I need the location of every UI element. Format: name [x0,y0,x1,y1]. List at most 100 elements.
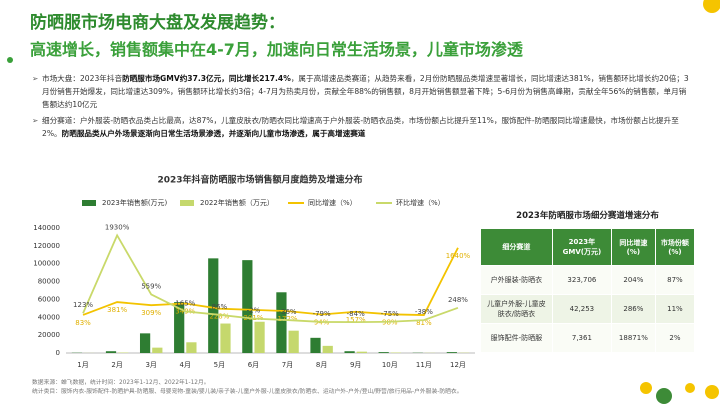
data-label: 172% [278,315,298,323]
x-tick-label: 4月 [180,361,191,369]
header-cell: 市场份额(%) [654,228,696,266]
cell: 2% [654,323,696,353]
bullet-text: 防晒服市场GMV约37.3亿元，同比增长217.4% [122,74,291,83]
dot [703,0,720,13]
y-tick-label: 80000 [38,278,60,286]
cell: 204% [610,265,656,295]
data-label: -79% [313,310,331,318]
chart-title: 2023年抖音防晒服市场销售额月度趋势及增速分布 [157,174,362,186]
footer-note: 数据来源：蝉飞数据，统计时间：2023年1-12月、2022年1-12月。 [32,380,210,386]
data-label: -36% [278,308,296,316]
cell: 323,706 [551,265,612,295]
table-title: 2023年防晒服市场细分赛道增速分布 [516,211,659,221]
bar [174,302,185,353]
cell: 18871% [610,323,656,353]
legend-label: 同比增速（%） [308,198,357,207]
y-tick-label: 140000 [33,224,60,232]
dot [685,383,695,393]
x-tick-label: 9月 [350,361,361,369]
y-tick-label: 60000 [38,295,60,303]
bullets: 市场大盘：2023年抖音防晒服市场GMV约37.3亿元，同比增长217.4%，属… [32,72,692,143]
data-label: 165% [175,299,195,307]
data-label: 228% [209,313,229,321]
header-cell: 2023年GMV(万元) [551,228,612,266]
bullet: 细分赛道：户外服装-防晒衣品类占比最高，达87%，儿童皮肤衣/防晒衣同比增速高于… [32,114,692,140]
x-tick-label: 1月 [77,361,88,369]
bar [186,342,197,353]
bar [310,337,321,353]
data-label: 309% [141,309,161,317]
y-tick-label: 20000 [38,331,60,339]
y-tick-label: 120000 [33,242,60,250]
line [82,247,459,316]
cell: 户外服装-防晒衣 [480,265,553,295]
cell: 服饰配件-防晒服 [480,323,553,353]
subtitle: 高速增长，销售额集中在4-7月，加速向日常生活场景，儿童市场渗透 [30,40,523,59]
dot [656,388,672,404]
bar [105,351,117,353]
bar [139,333,151,353]
data-label: 559% [141,282,161,290]
data-label: 157% [346,316,366,324]
data-label: 248% [448,296,468,304]
line [82,233,459,324]
data-label: -2% [247,307,261,315]
y-tick-label: 40000 [38,313,60,321]
dot [705,385,719,399]
data-label: 86% [212,303,228,311]
x-tick-label: 10月 [382,361,398,369]
data-label: -75% [381,310,399,318]
y-tick-label: 0 [56,349,60,357]
data-label: 381% [107,306,127,314]
legend-label: 2022年销售额（万元） [200,198,274,207]
chart: 2023年抖音防晒服市场销售额月度趋势及增速分布 0 20000 40000 6000… [33,174,475,369]
dot [640,382,652,394]
cell: 42,253 [551,294,612,324]
x-tick-label: 7月 [282,361,293,369]
table-header: 细分赛道 2023年GMV(万元) 同比增速(%) 市场份额(%) [480,228,696,266]
x-tick-label: 3月 [145,361,156,369]
x-tick-label: 6月 [248,361,259,369]
bar [254,321,265,353]
bar [276,292,287,353]
dot [7,57,13,63]
footer: 数据来源：蝉飞数据，统计时间：2023年1-12月、2022年1-12月。统计类… [32,379,463,397]
cell: 7,361 [551,323,612,353]
header-cell: 同比增速(%) [610,228,656,266]
data-label: 83% [75,319,91,327]
bar [288,330,299,353]
bullet-text: ，属于高增速品类赛道；从趋势来看，2月份防晒服品类增速显著增长，同比增速达381… [42,74,689,109]
header-cell: 细分赛道 [480,228,553,266]
data-label: 1640% [446,252,471,260]
bullet-text: 防晒服品类从户外场景逐渐向日常生活场景渗透，并逐渐向儿童市场渗透，属于高增速赛道 [61,129,366,138]
bar [322,345,333,353]
bar [152,347,163,353]
cell: 286% [610,294,656,324]
bar [446,352,457,353]
data-label: 81% [416,319,432,327]
x-tick-label: 5月 [214,361,225,369]
data-label: 123% [73,301,93,309]
bar [208,258,219,353]
bar [378,352,389,353]
x-tick-label: 11月 [416,361,432,369]
legend-swatch [82,200,96,206]
table: 细分赛道 2023年GMV(万元) 同比增速(%) 市场份额(%) 户外服装-防晒衣 32… [480,228,696,353]
cell: 11% [654,294,696,324]
cell: 儿童户外服-儿童皮肤衣/防晒衣 [480,294,553,324]
legend-swatch [180,200,194,206]
legend-label: 环比增速（%） [396,198,445,207]
bullet: 市场大盘：2023年抖音防晒服市场GMV约37.3亿元，同比增长217.4%，属… [32,72,692,111]
data-label: 1930% [105,223,130,231]
bar [220,323,231,353]
footer-note: 统计类目：服饰内衣-服饰配件-防晒护具-防晒服、母婴宠物-童装/婴儿装/亲子装-… [32,389,463,395]
y-tick-label: 100000 [33,260,60,268]
data-label: -84% [347,310,365,318]
cell: 87% [654,265,696,295]
bar [344,351,355,353]
bullet-text: 市场大盘：2023年抖音 [42,74,123,83]
bar [356,351,367,353]
x-tick-label: 12月 [450,361,466,369]
title: 防晒服市场电商大盘及发展趋势： [30,13,285,33]
